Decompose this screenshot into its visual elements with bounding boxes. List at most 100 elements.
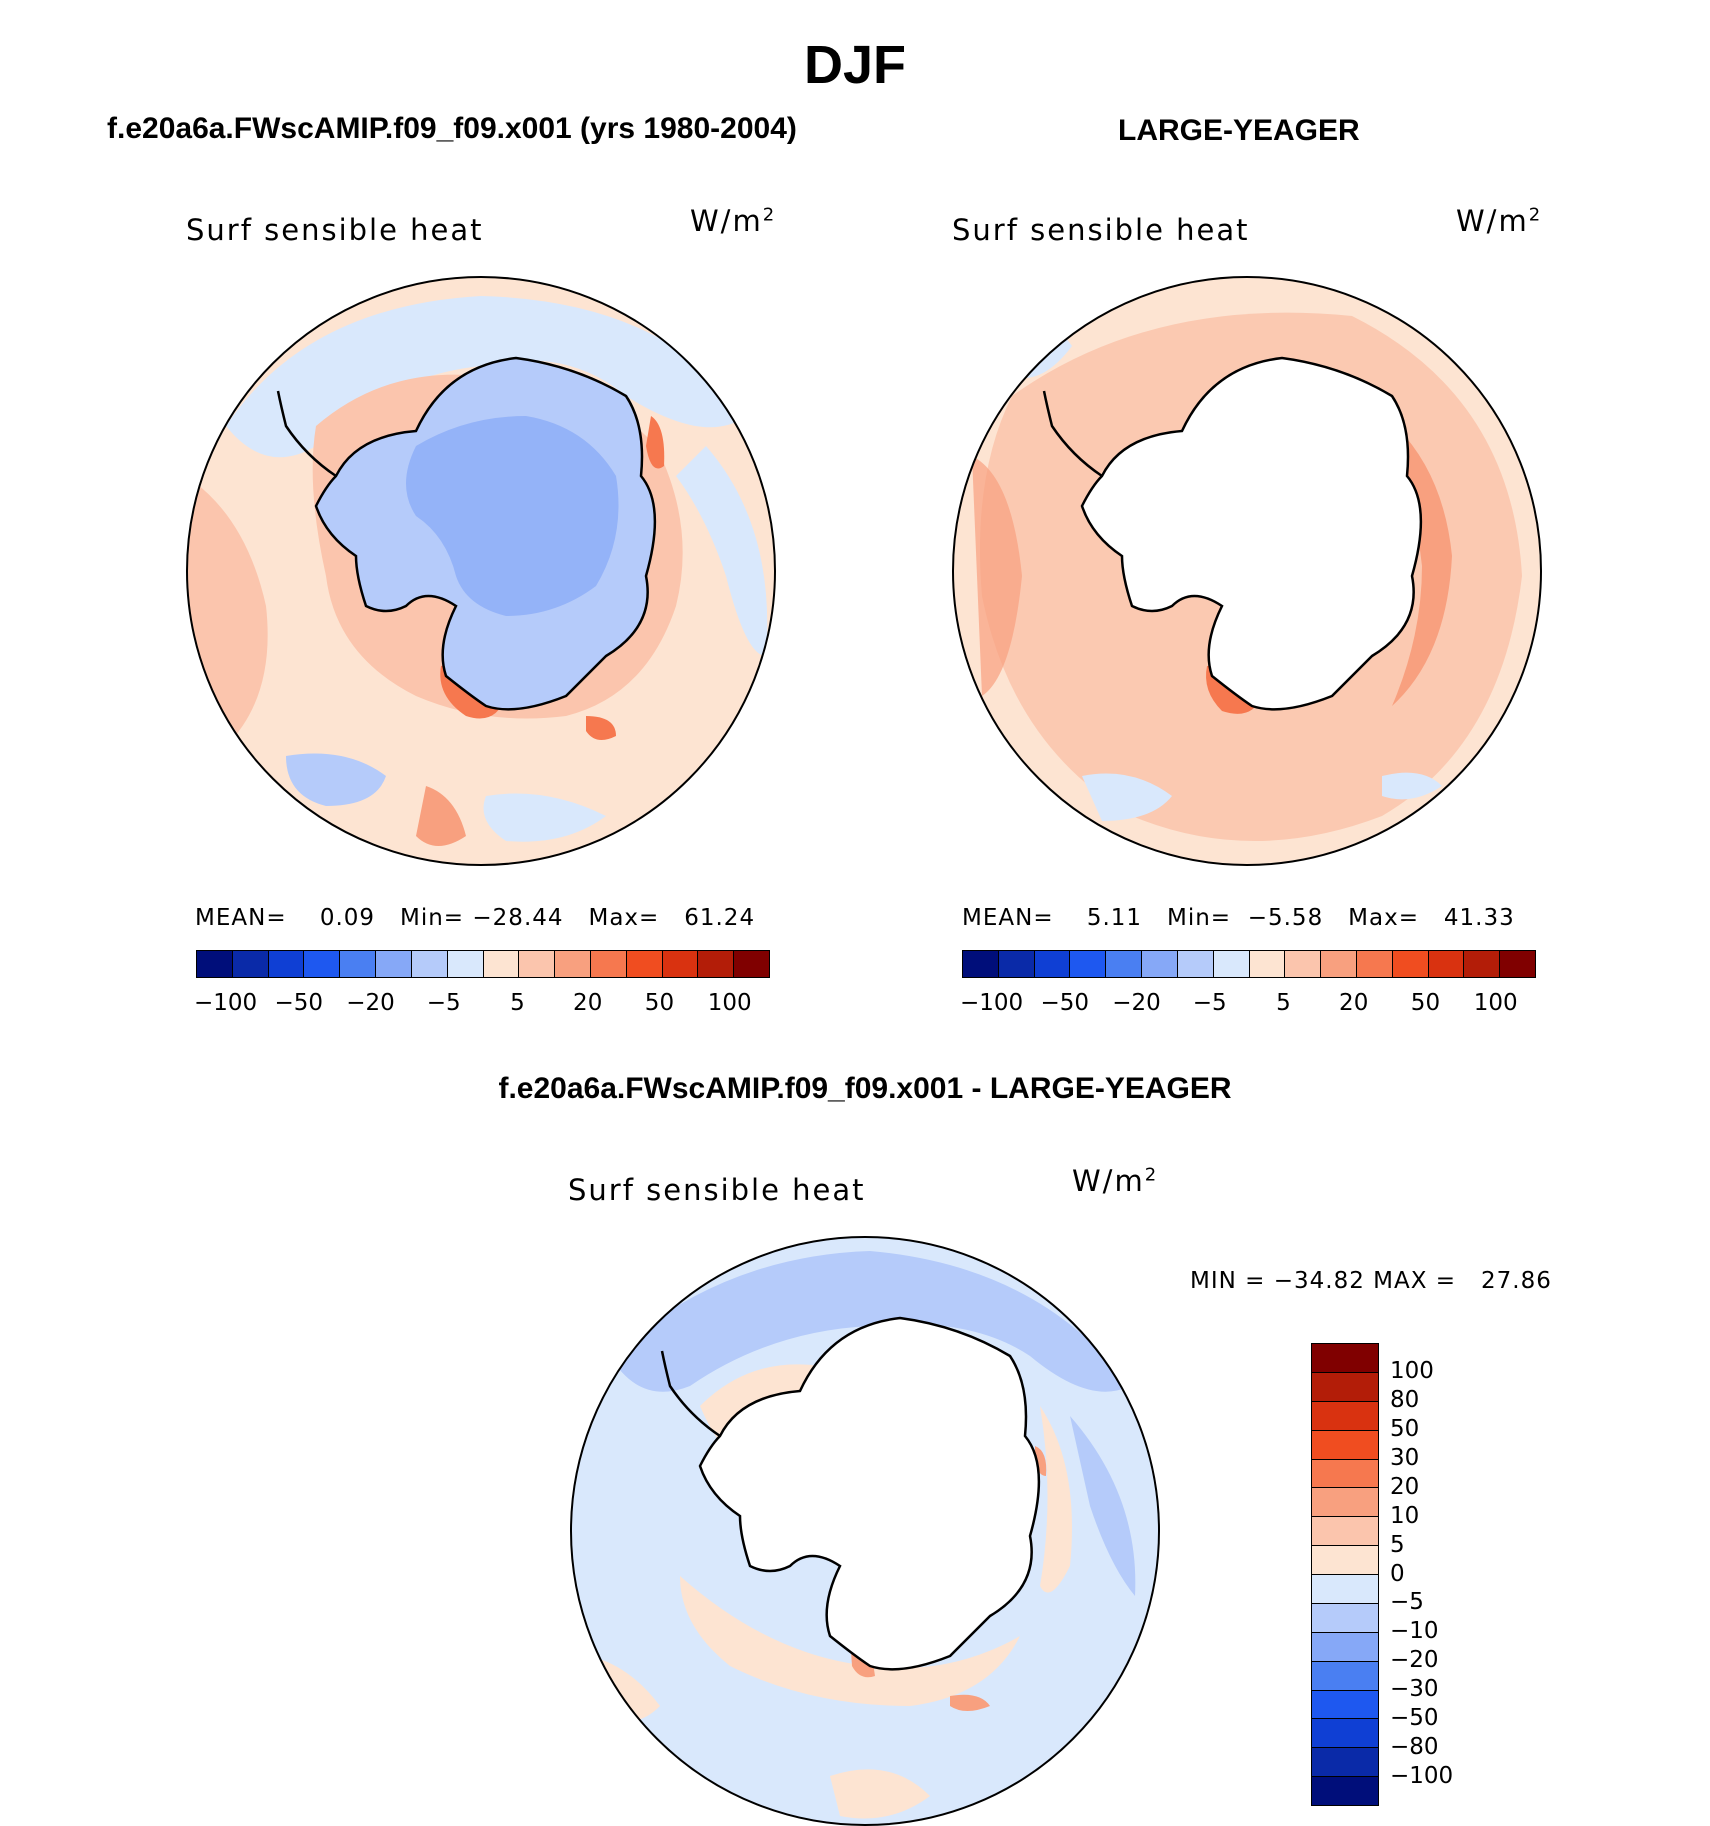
colorbar-swatch <box>1312 1344 1378 1373</box>
panel-1-colorbar <box>196 950 770 978</box>
colorbar-tick-label: −30 <box>1390 1676 1439 1703</box>
colorbar-swatch <box>519 951 556 977</box>
panel-2-units-label: W/m2 <box>1456 204 1543 238</box>
colorbar-swatch <box>998 951 1035 977</box>
colorbar-swatch <box>197 951 233 977</box>
field-pos-bottom <box>830 1769 930 1819</box>
colorbar-swatch <box>1312 1401 1378 1431</box>
panel-1-units-label: W/m2 <box>690 204 777 238</box>
antarctica-fill <box>1080 356 1423 711</box>
field-pos-east-ring <box>1040 1406 1072 1593</box>
field-pos-south-ring <box>680 1576 1020 1706</box>
panel-2-map <box>952 276 1542 866</box>
panel-2-colorbar-ticks: −100 −50 −20 −5 5 20 50 100 <box>959 990 1536 1020</box>
colorbar-tick-label: −50 <box>1040 990 1090 1016</box>
panel-1-stats: MEAN= 0.09 Min= −28.44 Max= 61.24 <box>195 905 756 931</box>
colorbar-swatch <box>1312 1777 1378 1805</box>
colorbar-swatch <box>1285 951 1322 977</box>
colorbar-tick-label: −80 <box>1390 1734 1439 1761</box>
peninsula <box>660 1350 721 1438</box>
panel-1-colorbar-ticks: −100 −50 −20 −5 5 20 50 100 <box>193 990 770 1020</box>
colorbar-swatch <box>232 951 269 977</box>
field-pos-west <box>972 456 1022 696</box>
colorbar-swatch <box>734 951 769 977</box>
panel-2-stats: MEAN= 5.11 Min= −5.58 Max= 41.33 <box>962 905 1515 931</box>
colorbar-swatch <box>1312 1517 1378 1547</box>
colorbar-swatch <box>1392 951 1429 977</box>
panel-3-stats: MIN = −34.82 MAX = 27.86 <box>1190 1268 1552 1294</box>
colorbar-tick-label: −20 <box>1390 1647 1439 1674</box>
colorbar-swatch <box>1312 1690 1378 1720</box>
colorbar-swatch <box>1213 951 1250 977</box>
colorbar-swatch <box>1428 951 1465 977</box>
colorbar-swatch <box>447 951 484 977</box>
colorbar-swatch <box>304 951 341 977</box>
colorbar-tick-label: −20 <box>346 990 395 1016</box>
colorbar-swatch <box>1312 1546 1378 1575</box>
colorbar-swatch <box>698 951 735 977</box>
colorbar-tick-label: −20 <box>1112 990 1161 1016</box>
colorbar-swatch <box>340 951 377 977</box>
panel-3-colorbar-ticks: 100 80 50 30 20 10 5 0 −5 −10 −20 −30 −50 −80 −100 <box>1390 1343 1510 1806</box>
colorbar-tick-label: −50 <box>1390 1705 1439 1732</box>
field-neg-north <box>226 296 746 458</box>
field-neg-se <box>1382 772 1442 800</box>
peninsula <box>276 390 337 478</box>
colorbar-tick-label: 50 <box>1390 1415 1420 1442</box>
colorbar-tick-label: 20 <box>1339 990 1369 1016</box>
panel-3-case-title: f.e20a6a.FWscAMIP.f09_f09.x001 - LARGE-Y… <box>498 1072 1232 1105</box>
colorbar-swatch <box>1312 1748 1378 1778</box>
colorbar-swatch <box>1356 951 1393 977</box>
field-neg-south <box>1082 773 1172 821</box>
colorbar-swatch <box>1249 951 1286 977</box>
colorbar-tick-label: 100 <box>707 990 752 1016</box>
colorbar-swatch <box>1106 951 1143 977</box>
colorbar-swatch <box>1464 951 1501 977</box>
panel-2-variable-label: Surf sensible heat <box>952 213 1250 247</box>
field-pos-hot-3 <box>586 716 616 740</box>
colorbar-swatch <box>626 951 663 977</box>
colorbar-tick-label: 100 <box>1390 1357 1434 1384</box>
colorbar-tick-label: −50 <box>274 990 324 1016</box>
colorbar-swatch <box>555 951 591 977</box>
antarctica-fill <box>698 1316 1041 1671</box>
colorbar-swatch <box>662 951 699 977</box>
peninsula <box>1042 390 1103 478</box>
colorbar-swatch <box>1312 1372 1378 1402</box>
colorbar-tick-label: 100 <box>1473 990 1518 1016</box>
panel-1-map <box>186 276 776 866</box>
panel-3-variable-label: Surf sensible heat <box>568 1173 866 1207</box>
colorbar-tick-label: 80 <box>1390 1386 1420 1413</box>
panel-3-map <box>570 1236 1160 1826</box>
colorbar-tick-label: 0 <box>1390 1560 1405 1587</box>
colorbar-tick-label: −10 <box>1390 1618 1439 1645</box>
colorbar-swatch <box>1321 951 1357 977</box>
colorbar-tick-label: 30 <box>1390 1444 1420 1471</box>
antarctica-interior <box>406 416 619 616</box>
colorbar-swatch <box>1500 951 1535 977</box>
panel-3-units-label: W/m2 <box>1072 1164 1159 1198</box>
colorbar-swatch <box>1070 951 1107 977</box>
colorbar-swatch <box>963 951 999 977</box>
colorbar-tick-label: −100 <box>193 990 258 1016</box>
colorbar-tick-label: 50 <box>1410 990 1441 1016</box>
field-neg-south <box>286 753 386 806</box>
colorbar-swatch <box>1034 951 1071 977</box>
colorbar-swatch <box>1312 1488 1378 1518</box>
colorbar-swatch <box>483 951 520 977</box>
colorbar-tick-label: 10 <box>1390 1502 1420 1529</box>
colorbar-tick-label: −5 <box>1192 990 1227 1016</box>
field-pos-band <box>1372 406 1452 706</box>
colorbar-swatch <box>1312 1719 1378 1749</box>
panel-3-colorbar <box>1311 1343 1379 1806</box>
panel-2-colorbar <box>962 950 1536 978</box>
colorbar-swatch <box>1177 951 1214 977</box>
colorbar-swatch <box>1312 1632 1378 1662</box>
colorbar-swatch <box>590 951 627 977</box>
colorbar-tick-label: 20 <box>573 990 603 1016</box>
colorbar-tick-label: 5 <box>1390 1531 1405 1558</box>
colorbar-tick-label: −100 <box>959 990 1024 1016</box>
colorbar-swatch <box>1312 1603 1378 1633</box>
colorbar-swatch <box>268 951 305 977</box>
colorbar-tick-label: 5 <box>1276 990 1291 1016</box>
